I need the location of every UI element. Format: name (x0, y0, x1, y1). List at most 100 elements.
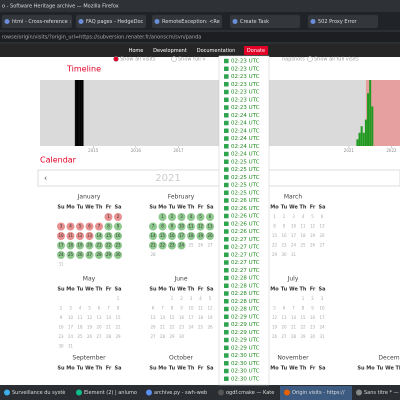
visit-ok[interactable] (206, 232, 214, 240)
visit-time[interactable]: 02:27 UTC (231, 268, 260, 274)
visit-time[interactable]: 02:23 UTC (231, 90, 260, 96)
visit-time[interactable]: 02:23 UTC (231, 59, 260, 65)
visit-ok[interactable] (168, 213, 176, 221)
visit-error[interactable] (57, 222, 65, 231)
visit-time[interactable]: 02:23 UTC (231, 66, 260, 72)
visit-ok[interactable] (149, 222, 157, 231)
tab[interactable] (152, 15, 222, 28)
visit-time[interactable]: 02:23 UTC (231, 105, 260, 111)
task-label[interactable]: Origin visits - https:// (292, 390, 345, 396)
task-label[interactable]: archive.py - swh-web (154, 390, 207, 396)
visit-time[interactable]: 02:25 UTC (231, 183, 260, 189)
visit-time[interactable]: 02:28 UTC (231, 283, 260, 289)
visit-ok[interactable] (104, 222, 113, 231)
visit-ok[interactable] (149, 232, 157, 240)
nav-link[interactable]: Development (153, 48, 187, 54)
visit-time[interactable]: 02:26 UTC (231, 229, 260, 235)
visit-time[interactable]: 02:23 UTC (231, 97, 260, 103)
visit-ok[interactable] (76, 241, 84, 250)
visit-ok[interactable] (187, 222, 195, 231)
visit-ok[interactable] (66, 251, 75, 259)
visit-time[interactable]: 02:26 UTC (231, 198, 260, 204)
visit-time[interactable]: 02:25 UTC (231, 190, 260, 196)
visit-time[interactable]: 02:29 UTC (231, 345, 260, 351)
visit-ok[interactable] (114, 241, 122, 250)
visit-time[interactable]: 02:28 UTC (231, 291, 260, 297)
tab[interactable] (2, 15, 72, 28)
visit-time[interactable]: 02:24 UTC (231, 144, 260, 150)
visit-time[interactable]: 02:27 UTC (231, 260, 260, 266)
visit-ok[interactable] (177, 222, 186, 231)
visit-error[interactable] (66, 232, 75, 240)
visit-ok[interactable] (158, 213, 167, 221)
visit-ok[interactable] (104, 251, 113, 259)
visit-error[interactable] (85, 232, 94, 240)
visit-time[interactable]: 02:24 UTC (231, 136, 260, 142)
nav-link[interactable]: Donate (247, 48, 265, 54)
visit-ok[interactable] (158, 232, 167, 240)
task-label[interactable]: Sans titre * — Ka (364, 390, 400, 396)
visit-ok[interactable] (85, 251, 94, 259)
radio[interactable] (307, 56, 313, 62)
visit-time[interactable]: 02:25 UTC (231, 159, 260, 165)
visit-ok[interactable] (158, 222, 167, 231)
visit-time[interactable]: 02:24 UTC (231, 121, 260, 127)
visit-ok[interactable] (114, 232, 122, 240)
visit-ok[interactable] (206, 222, 214, 231)
visit-time[interactable]: 02:23 UTC (231, 82, 260, 88)
visit-ok[interactable] (95, 232, 103, 240)
visit-error[interactable] (76, 222, 84, 231)
visit-time[interactable]: 02:24 UTC (231, 113, 260, 119)
visit-ok[interactable] (168, 241, 176, 250)
visit-time[interactable]: 02:25 UTC (231, 175, 260, 181)
visit-ok[interactable] (206, 213, 214, 221)
visit-ok[interactable] (158, 241, 167, 250)
visit-time[interactable]: 02:24 UTC (231, 152, 260, 158)
visit-error[interactable] (57, 232, 65, 240)
task-label[interactable]: Surveillance du systè (12, 389, 65, 396)
visit-ok[interactable] (104, 232, 113, 240)
visit-time[interactable]: 02:30 UTC (231, 376, 260, 382)
visit-time[interactable]: 02:26 UTC (231, 206, 260, 212)
visit-error[interactable] (104, 213, 113, 221)
visit-error[interactable] (66, 222, 75, 231)
donate-button[interactable] (244, 46, 268, 55)
visit-time[interactable]: 02:30 UTC (231, 369, 260, 375)
visit-ok[interactable] (57, 251, 65, 259)
visit-error[interactable] (85, 222, 94, 231)
radio[interactable] (171, 56, 177, 62)
visit-time[interactable]: 02:28 UTC (231, 299, 260, 305)
visit-ok[interactable] (196, 232, 205, 240)
visit-time[interactable]: 02:28 UTC (231, 276, 260, 282)
visit-ok[interactable] (177, 241, 186, 250)
tab[interactable] (76, 15, 146, 28)
visit-ok[interactable] (57, 241, 65, 250)
visit-ok[interactable] (196, 213, 205, 221)
visit-ok[interactable] (76, 251, 84, 259)
visit-time[interactable]: 02:25 UTC (231, 167, 260, 173)
url-field[interactable] (0, 32, 400, 42)
visit-ok[interactable] (95, 241, 103, 250)
visit-ok[interactable] (168, 232, 176, 240)
visit-time[interactable]: 02:27 UTC (231, 252, 260, 258)
visit-time[interactable]: 02:27 UTC (231, 237, 260, 243)
visit-ok[interactable] (196, 222, 205, 231)
tab[interactable] (230, 15, 300, 28)
visit-error[interactable] (114, 213, 122, 221)
tab[interactable] (308, 15, 378, 28)
visit-ok[interactable] (85, 241, 94, 250)
visit-time[interactable]: 02:26 UTC (231, 221, 260, 227)
visit-ok[interactable] (114, 251, 122, 259)
visit-time[interactable]: 02:26 UTC (231, 214, 260, 220)
visit-time[interactable]: 02:27 UTC (231, 245, 260, 251)
visit-time[interactable]: 02:29 UTC (231, 338, 260, 344)
visit-ok[interactable] (114, 222, 122, 231)
visit-time[interactable]: 02:29 UTC (231, 322, 260, 328)
visit-time[interactable]: 02:28 UTC (231, 307, 260, 313)
radio[interactable] (113, 56, 119, 62)
prev-year[interactable]: ‹ (44, 174, 47, 183)
visit-error[interactable] (95, 222, 103, 231)
visit-time[interactable]: 02:30 UTC (231, 353, 260, 359)
nav-link[interactable]: Documentation (197, 48, 236, 54)
visit-ok[interactable] (149, 241, 157, 250)
